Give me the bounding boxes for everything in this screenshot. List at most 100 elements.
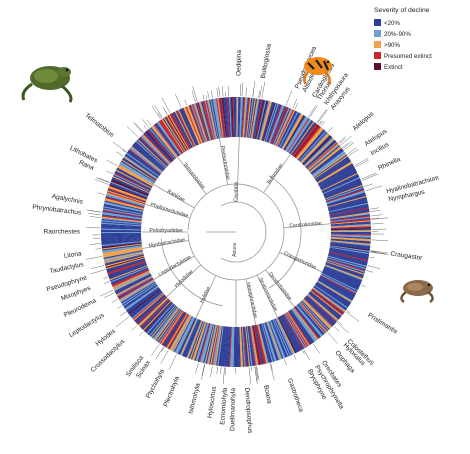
species-bar	[329, 246, 370, 255]
genus-label: Plectrohyla	[162, 375, 181, 408]
outer-tick	[89, 216, 101, 218]
species-bar	[293, 124, 319, 157]
species-bar	[103, 249, 143, 258]
species-bar	[330, 235, 371, 239]
species-bar	[328, 252, 368, 263]
species-bar	[107, 188, 146, 203]
species-bar	[248, 98, 255, 138]
species-bar	[238, 97, 241, 138]
species-bar	[101, 221, 142, 226]
species-bar	[312, 287, 346, 313]
species-bar	[274, 318, 292, 356]
species-bar	[149, 304, 176, 337]
outer-tick	[369, 256, 375, 259]
species-bar	[131, 145, 163, 173]
species-bar	[146, 303, 174, 334]
species-bar	[168, 114, 190, 150]
outer-tick	[370, 251, 389, 255]
species-bar	[150, 126, 177, 159]
outer-tick	[134, 122, 144, 133]
outer-tick	[339, 138, 346, 144]
species-bar	[290, 309, 315, 343]
species-bar	[301, 299, 331, 330]
species-bar	[315, 157, 350, 181]
species-bar	[257, 100, 268, 140]
species-bar	[139, 136, 169, 166]
species-bar	[328, 199, 368, 210]
species-bar	[239, 97, 243, 138]
species-bar	[203, 100, 214, 140]
species-bar	[296, 127, 323, 160]
species-bar	[117, 277, 154, 299]
outer-tick	[254, 366, 258, 383]
species-bar	[283, 115, 305, 151]
species-bar	[136, 296, 167, 325]
species-bar	[311, 288, 345, 314]
outer-tick	[157, 112, 162, 119]
species-bar	[101, 228, 142, 231]
species-bar	[205, 324, 216, 364]
outer-tick	[95, 248, 102, 250]
species-bar	[149, 305, 177, 337]
species-bar	[130, 146, 163, 173]
species-bar	[118, 279, 155, 301]
outer-tick	[207, 91, 210, 99]
species-bar	[214, 98, 223, 139]
species-bar	[320, 275, 357, 295]
outer-tick	[371, 223, 384, 225]
species-bar	[244, 326, 249, 367]
species-bar	[172, 112, 193, 149]
species-bar	[141, 299, 171, 330]
species-bar	[108, 186, 147, 202]
species-bar	[324, 182, 363, 199]
family-label: Bufonidae	[266, 163, 284, 186]
species-bar	[313, 285, 348, 310]
outer-tick	[342, 142, 349, 148]
species-bar	[142, 300, 172, 331]
species-bar	[142, 300, 171, 330]
species-bar	[175, 316, 195, 354]
species-bar	[207, 99, 218, 140]
outer-tick	[241, 82, 243, 97]
species-bar	[143, 133, 172, 164]
species-bar	[123, 156, 158, 180]
species-bar	[307, 143, 339, 171]
outer-tick	[160, 349, 169, 364]
species-bar	[314, 285, 348, 309]
species-bar	[286, 117, 309, 152]
species-bar	[247, 98, 254, 138]
outer-tick	[90, 269, 106, 275]
species-bar	[326, 260, 365, 274]
legend-label: Presumed extinct	[384, 53, 432, 60]
species-bar	[218, 97, 225, 138]
species-bar	[301, 134, 331, 165]
species-bar	[242, 326, 247, 367]
species-bar	[125, 287, 160, 312]
species-bar	[128, 148, 162, 175]
species-bar	[147, 303, 175, 335]
outer-tick	[168, 354, 177, 370]
species-bar	[292, 307, 318, 341]
tree-branch	[153, 255, 195, 280]
species-bar	[235, 326, 238, 367]
species-bar	[305, 139, 336, 168]
species-bar	[139, 298, 169, 328]
species-bar	[112, 269, 150, 287]
outer-tick	[111, 299, 118, 303]
species-bar	[317, 279, 353, 301]
species-bar	[122, 283, 157, 307]
legend-label: <20%	[384, 20, 400, 27]
species-bar	[224, 326, 229, 367]
species-bar	[192, 103, 206, 143]
species-bar	[199, 101, 212, 141]
species-bar	[326, 192, 366, 206]
species-bar	[294, 306, 321, 339]
species-bar	[190, 104, 206, 143]
species-bar	[105, 255, 145, 267]
outer-tick	[103, 276, 108, 279]
species-bar	[327, 193, 366, 206]
species-bar	[325, 262, 365, 277]
species-bar	[129, 290, 162, 317]
species-bar	[303, 297, 334, 327]
